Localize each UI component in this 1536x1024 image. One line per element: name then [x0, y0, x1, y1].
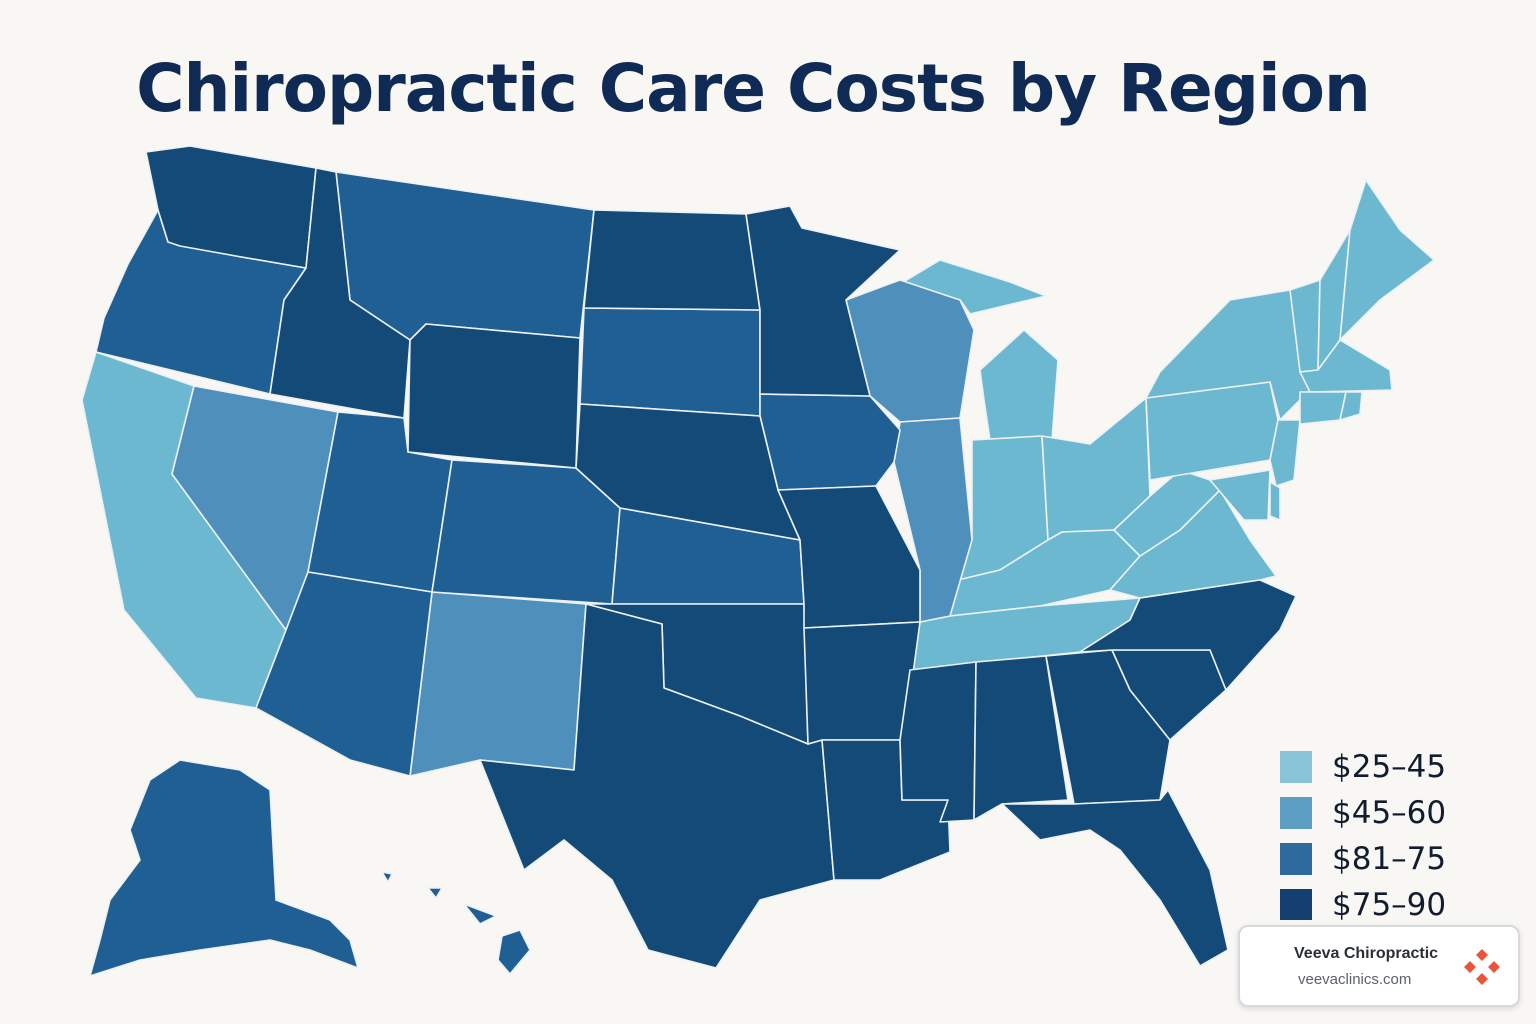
state-new-mexico: [409, 591, 587, 777]
legend-item: $45–60: [1280, 795, 1520, 831]
state-south-dakota: [579, 307, 761, 417]
state-minnesota: [745, 205, 901, 397]
legend-label: $75–90: [1332, 887, 1447, 920]
legend-swatch: [1280, 889, 1312, 920]
state-washington: [145, 145, 317, 269]
state-florida: [1001, 789, 1229, 967]
state-idaho: [269, 167, 411, 419]
legend-swatch: [1280, 797, 1312, 829]
state-hawaii: [381, 871, 531, 975]
state-iowa: [759, 393, 901, 491]
state-connecticut: [1299, 391, 1347, 425]
state-wyoming: [407, 323, 581, 469]
state-texas: [479, 603, 835, 969]
state-rhode-island: [1339, 391, 1363, 421]
legend-item: $25–45: [1280, 750, 1520, 785]
state-wisconsin: [845, 279, 975, 423]
page-title: Chiropractic Care Costs by Region: [136, 50, 1371, 127]
brand-url[interactable]: veevaclinics.com: [1298, 971, 1412, 988]
state-north-carolina: [1079, 579, 1297, 691]
state-illinois: [893, 417, 973, 623]
legend-item: $75–90: [1280, 887, 1520, 920]
state-new-jersey: [1269, 419, 1301, 487]
legend-swatch: [1280, 843, 1312, 875]
state-maine: [1339, 179, 1435, 341]
state-alabama: [973, 655, 1069, 821]
state-new-york: [1145, 289, 1311, 421]
legend-label: $45–60: [1332, 795, 1447, 831]
state-mississippi: [899, 661, 977, 823]
state-alaska: [89, 759, 359, 977]
state-pennsylvania: [1145, 381, 1279, 481]
legend: $25–45 $45–60 $81–75 $75–90: [1280, 750, 1520, 920]
legend-label: $25–45: [1332, 750, 1447, 785]
state-maryland: [1209, 469, 1271, 521]
state-montana: [335, 171, 595, 341]
legend-item: $81–75: [1280, 841, 1520, 877]
brand-card[interactable]: Veeva Chiropractic veevaclinics.com: [1238, 925, 1520, 1007]
state-north-dakota: [583, 209, 761, 311]
brand-name: Veeva Chiropractic: [1294, 945, 1439, 962]
legend-label: $81–75: [1332, 841, 1447, 877]
state-arizona: [255, 571, 433, 777]
diamond-logo-icon: [1464, 949, 1500, 985]
state-delaware: [1269, 481, 1281, 521]
legend-swatch: [1280, 751, 1312, 783]
